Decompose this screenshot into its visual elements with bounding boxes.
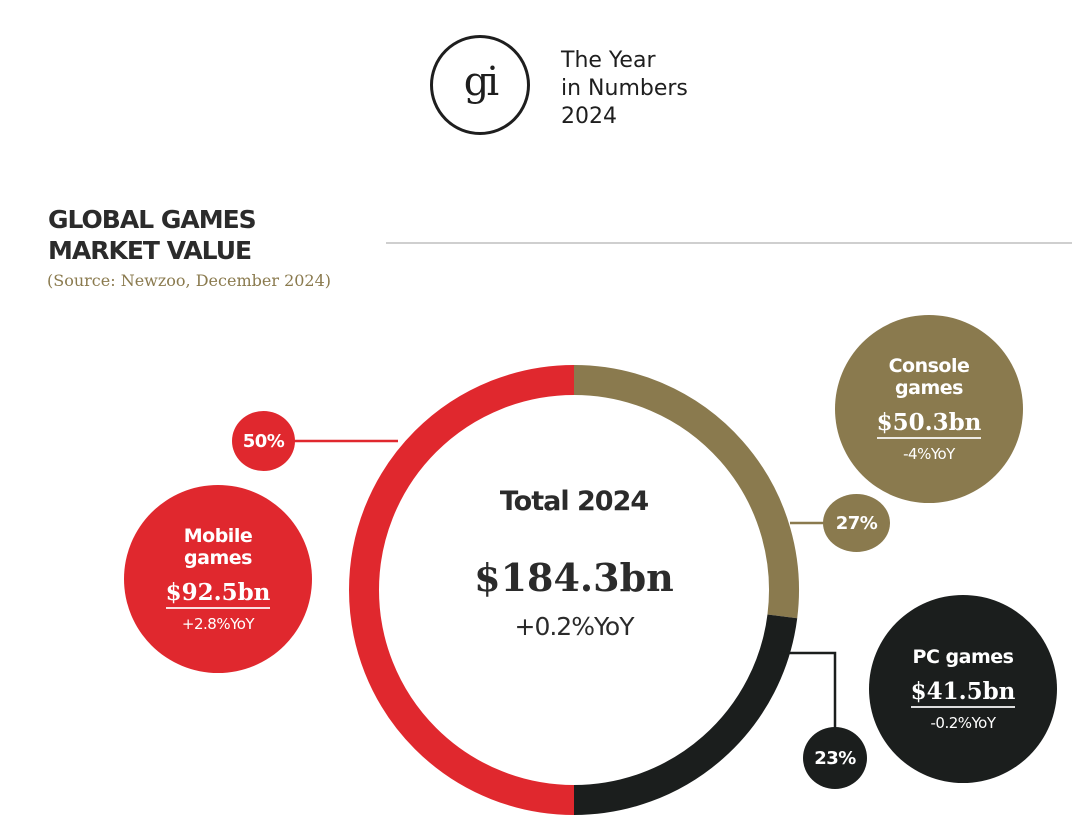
segment-yoy: -0.2%YoY bbox=[930, 714, 996, 732]
segment-value: $92.5bn bbox=[165, 579, 271, 609]
mobile-percent-badge: 50% bbox=[232, 411, 295, 471]
section-title-line: GLOBAL GAMES bbox=[48, 205, 257, 234]
segment-yoy: +2.8%YoY bbox=[181, 615, 255, 633]
segment-name: Console bbox=[888, 355, 970, 377]
segment-name: games bbox=[895, 377, 963, 399]
segment-name: PC games bbox=[912, 646, 1014, 668]
segment-name: games bbox=[184, 547, 252, 569]
section-title: GLOBAL GAMES MARKET VALUE bbox=[48, 204, 257, 266]
donut-segment-mobile bbox=[349, 365, 575, 815]
pc-percent-badge: 23% bbox=[803, 727, 867, 789]
report-title-line: in Numbers bbox=[561, 76, 688, 101]
segment-name: Mobile bbox=[183, 525, 253, 547]
total-yoy: +0.2%YoY bbox=[514, 612, 635, 641]
pc-games-bubble: PC games $41.5bn -0.2%YoY bbox=[869, 595, 1057, 783]
source-note: (Source: Newzoo, December 2024) bbox=[47, 271, 332, 290]
segment-value: $41.5bn bbox=[910, 678, 1016, 708]
report-title-line: 2024 bbox=[561, 104, 617, 129]
leader-line-pc bbox=[780, 651, 837, 758]
mobile-games-bubble: Mobile games $92.5bn +2.8%YoY bbox=[124, 485, 312, 673]
donut-segment-console bbox=[573, 365, 799, 619]
report-title-line: The Year bbox=[561, 48, 656, 73]
divider-rule bbox=[386, 242, 1072, 244]
donut-segment-pc bbox=[573, 614, 798, 815]
console-games-bubble: Console games $50.3bn -4%YoY bbox=[835, 315, 1023, 503]
segment-yoy: -4%YoY bbox=[903, 445, 955, 463]
gi-logo: gi bbox=[430, 35, 530, 135]
report-title: The Year in Numbers 2024 bbox=[561, 47, 688, 131]
logo-text: gi bbox=[463, 59, 499, 105]
console-percent-badge: 27% bbox=[823, 494, 890, 552]
segment-value: $50.3bn bbox=[876, 409, 982, 439]
total-value: $184.3bn bbox=[474, 555, 674, 600]
donut-segments bbox=[349, 365, 799, 815]
section-title-line: MARKET VALUE bbox=[48, 236, 252, 265]
total-label: Total 2024 bbox=[499, 486, 649, 517]
